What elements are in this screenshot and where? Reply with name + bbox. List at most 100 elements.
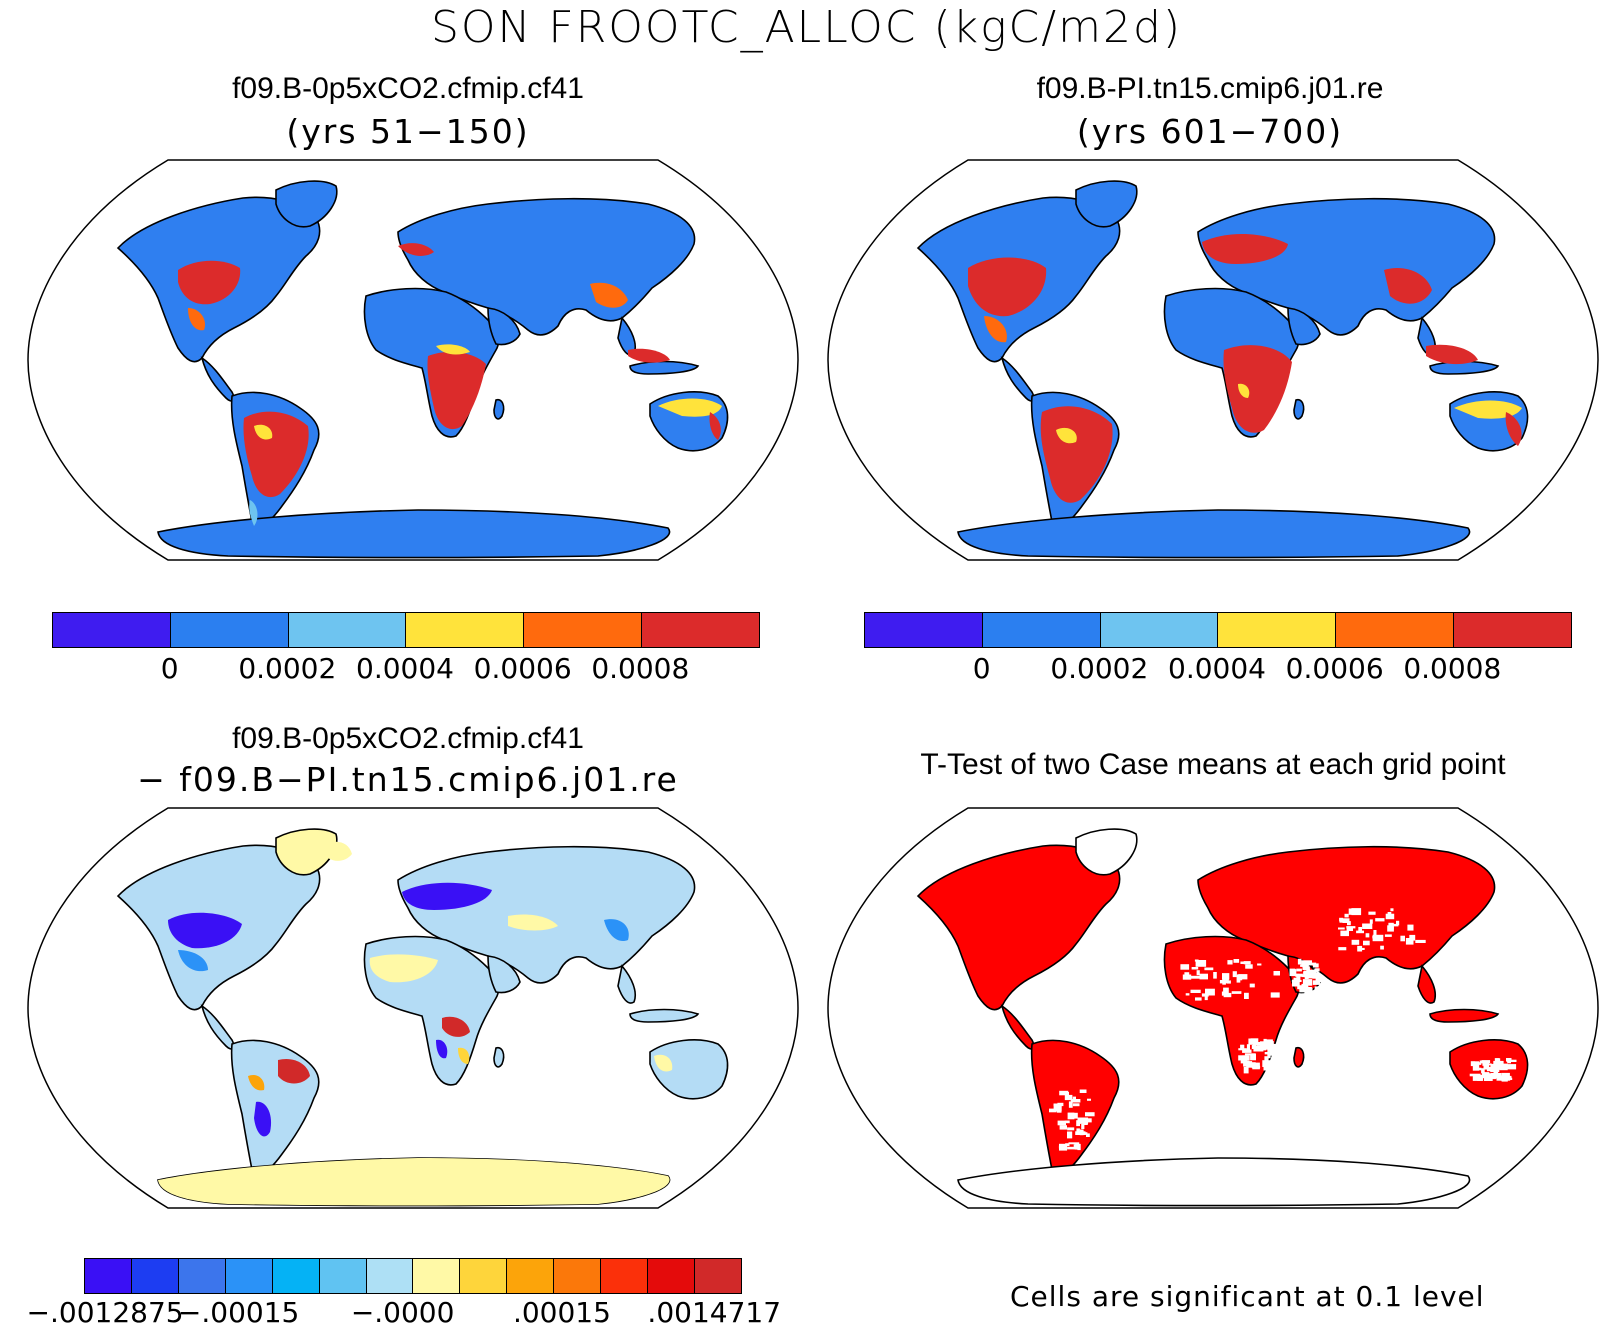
nonsignificant-cell: [1481, 1060, 1491, 1063]
nonsignificant-cell: [1380, 945, 1384, 950]
nonsignificant-cell: [1501, 1072, 1510, 1078]
continent-indonesia: [629, 1008, 700, 1023]
nonsignificant-cell: [1481, 1068, 1485, 1074]
field-region: [1223, 345, 1292, 433]
nonsignificant-cell: [1067, 1112, 1075, 1120]
field-region: [254, 1101, 272, 1137]
continent-greenland: [1075, 828, 1138, 876]
nonsignificant-cell: [1479, 1060, 1484, 1064]
field-region: [1056, 427, 1077, 444]
field-region: [984, 316, 1007, 343]
map-panel-difference: [27, 807, 799, 1209]
continent-madagascar: [1293, 1046, 1305, 1068]
nonsignificant-cell: [1079, 1089, 1087, 1093]
nonsignificant-cell: [1314, 986, 1321, 994]
field-region: [1426, 344, 1478, 365]
field-region: [442, 1016, 470, 1037]
field-region: [1202, 233, 1288, 264]
colorbar-box-5: [524, 613, 643, 647]
nonsignificant-cell: [1057, 1120, 1066, 1126]
field-region: [658, 398, 722, 417]
nonsignificant-cell: [1296, 968, 1302, 972]
nonsignificant-cell: [1213, 972, 1217, 979]
nonsignificant-cell: [1390, 908, 1394, 912]
nonsignificant-cell: [1072, 1096, 1076, 1100]
map-boundary: [827, 159, 1599, 561]
field-region: [508, 914, 558, 931]
nonsignificant-cell: [1314, 968, 1320, 972]
nonsignificant-cell: [1292, 979, 1300, 987]
nonsignificant-cell: [1506, 1064, 1517, 1070]
nonsignificant-cell: [1067, 1131, 1073, 1139]
field-region: [188, 308, 206, 331]
nonsignificant-cell: [1344, 913, 1349, 918]
nonsignificant-cell: [1483, 1063, 1492, 1066]
nonsignificant-cell: [1222, 973, 1230, 980]
continent-greenland: [275, 180, 338, 228]
nonsignificant-cell: [1396, 920, 1400, 926]
nonsignificant-cell: [1346, 926, 1356, 929]
nonsignificant-cell: [1059, 1090, 1069, 1096]
nonsignificant-cell: [1182, 974, 1192, 980]
field-region: [278, 1058, 310, 1084]
colorbar-tick-label: 0: [160, 652, 179, 685]
colorbar-box-1: [85, 1259, 132, 1293]
nonsignificant-cell: [1477, 1067, 1482, 1071]
nonsignificant-cell: [1194, 959, 1199, 962]
field-region: [1454, 400, 1522, 419]
nonsignificant-cell: [1086, 1133, 1090, 1137]
nonsignificant-cell: [1301, 960, 1312, 966]
map-boundary: [27, 159, 799, 561]
nonsignificant-cell: [1506, 1059, 1517, 1062]
nonsignificant-cell: [1388, 923, 1399, 927]
continent-southAmerica: [230, 1039, 320, 1182]
nonsignificant-cell: [1494, 1075, 1499, 1079]
nonsignificant-cell: [1368, 911, 1376, 915]
nonsignificant-cell: [1265, 1060, 1270, 1064]
colorbar-tick-label: 0.0008: [1403, 652, 1502, 685]
field-region: [158, 1158, 670, 1206]
field-region: [654, 1054, 673, 1072]
colorbar-tick-label: 0: [972, 652, 991, 685]
nonsignificant-cell: [1081, 1124, 1085, 1129]
nonsignificant-cell: [1077, 1117, 1089, 1124]
nonsignificant-cell: [1087, 1098, 1091, 1101]
colorbar-tick-label: −.00015: [177, 1296, 300, 1329]
field-region: [249, 500, 258, 526]
nonsignificant-cell: [1264, 1039, 1273, 1043]
nonsignificant-cell: [1250, 1038, 1259, 1045]
nonsignificant-cell: [1068, 1142, 1080, 1145]
nonsignificant-cell: [1507, 1077, 1513, 1080]
continent-australia: [649, 1039, 729, 1100]
nonsignificant-cell: [1301, 983, 1308, 987]
colorbar-tick-label: 0.0008: [591, 652, 690, 685]
colorbar-tick-label: 0.0006: [473, 652, 572, 685]
nonsignificant-cell: [1204, 967, 1214, 971]
colorbar-tick-label: 0.0004: [1168, 652, 1266, 685]
continent-madagascar: [1293, 398, 1305, 420]
panel3-title: f09.B-0p5xCO2.cfmip.cf41: [232, 722, 584, 755]
nonsignificant-cell: [1205, 988, 1215, 996]
nonsignificant-cell: [1253, 1042, 1264, 1046]
colorbar-case2: [864, 612, 1572, 648]
nonsignificant-cell: [1365, 933, 1370, 938]
continent-madagascar: [493, 1046, 505, 1068]
colorbar-box-5: [1336, 613, 1455, 647]
colorbar-box-6: [319, 1259, 367, 1293]
nonsignificant-cell: [1184, 972, 1190, 976]
field-region: [318, 841, 352, 861]
field-region: [1384, 268, 1432, 304]
colorbar-box-6: [1454, 613, 1571, 647]
nonsignificant-cell: [1267, 1051, 1271, 1059]
continent-seAsia: [1417, 964, 1437, 1004]
colorbar-tick-label: −.0012875: [26, 1296, 184, 1329]
field-region: [168, 912, 242, 949]
nonsignificant-cell: [1231, 991, 1242, 994]
nonsignificant-cell: [1357, 945, 1363, 952]
continent-antarctica: [957, 509, 1471, 559]
nonsignificant-cell: [1304, 987, 1313, 994]
colorbar-box-8: [413, 1259, 461, 1293]
nonsignificant-cell: [1483, 1063, 1489, 1070]
nonsignificant-cell: [1223, 987, 1229, 995]
nonsignificant-cell: [1348, 908, 1358, 915]
